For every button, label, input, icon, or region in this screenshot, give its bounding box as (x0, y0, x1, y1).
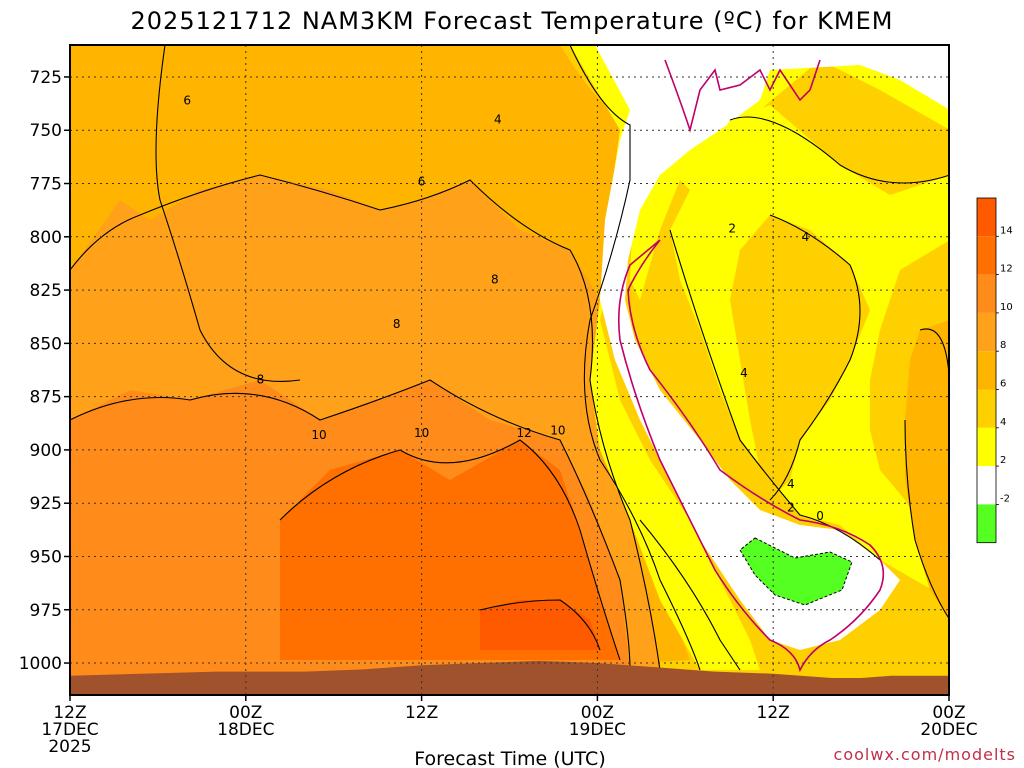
x-axis-label: Forecast Time (UTC) (414, 748, 605, 768)
colorbar-label: 12 (1000, 264, 1013, 275)
colorbar-segment (977, 389, 996, 428)
colorbar-segment (977, 466, 996, 505)
y-tick-label: 1000 (19, 654, 62, 674)
contour-lines (70, 45, 949, 671)
colorbar-label: 8 (1000, 340, 1006, 351)
x-tick-label: 18DEC (217, 720, 274, 740)
x-tick-label: 2025 (48, 737, 91, 757)
x-tick-label: 00Z (932, 703, 965, 723)
contour-label: 2 (787, 500, 795, 514)
x-tick-label: 19DEC (569, 720, 626, 740)
plot-area (70, 45, 949, 695)
x-tick-label: 00Z (229, 703, 262, 723)
band-14 (480, 600, 600, 650)
colorbar-segment (977, 427, 996, 467)
gridlines (70, 45, 949, 695)
y-tick-label: 825 (30, 281, 62, 301)
y-tick-label: 725 (30, 68, 62, 88)
x-tick-label: 12Z (757, 703, 790, 723)
x-tick-label: 12Z (405, 703, 438, 723)
colorbar-segment (977, 504, 996, 543)
colorbar-frame (976, 197, 997, 544)
x-tick-label: 17DEC (41, 720, 98, 740)
colorbar-segment (977, 312, 996, 352)
contour-label: 10 (414, 426, 429, 440)
colorbar-label: 10 (1000, 302, 1013, 313)
y-tick-label: 850 (30, 334, 62, 354)
band-6-east (905, 320, 949, 619)
colorbar-label: 4 (1000, 417, 1006, 428)
colorbar-label: 14 (1000, 225, 1013, 236)
chart-title: 2025121712 NAM3KM Forecast Temperature (… (131, 7, 894, 35)
contour-label: 8 (257, 373, 265, 387)
contour-labels: 6 4 6 8 8 8 10 10 12 10 2 4 4 4 2 0 (183, 93, 824, 523)
y-tick-label: 900 (30, 441, 62, 461)
y-tick-label: 775 (30, 175, 62, 195)
colorbar-label: 6 (1000, 379, 1006, 390)
band-4-east (730, 215, 870, 500)
contour-label: 12 (517, 426, 532, 440)
y-tick-label: 875 (30, 388, 62, 408)
colorbar-segment (977, 198, 996, 237)
y-axis: 725 750 775 800 825 850 875 900 925 950 975 1000 (19, 68, 70, 674)
band-neg2 (739, 537, 853, 606)
colorbar: 14 12 10 8 6 4 2 -2 (976, 197, 1013, 544)
contour-label: 4 (494, 113, 502, 127)
y-tick-label: 950 (30, 547, 62, 567)
contour-label: 0 (816, 509, 824, 523)
contour-label: 8 (491, 272, 499, 286)
contour-label: 10 (311, 428, 326, 442)
colorbar-label: 2 (1000, 455, 1006, 466)
contour-label: 8 (393, 317, 401, 331)
x-tick-label: 12Z (53, 703, 86, 723)
x-tick-label: 20DEC (920, 720, 977, 740)
y-tick-label: 750 (30, 121, 62, 141)
contour-label: 6 (418, 174, 426, 188)
contour-label: 4 (740, 366, 748, 380)
y-tick-label: 975 (30, 601, 62, 621)
x-tick-label: 00Z (581, 703, 614, 723)
y-tick-label: 800 (30, 228, 62, 248)
credit-text: coolwx.com/modelts (834, 745, 1016, 764)
contour-label: 4 (787, 477, 795, 491)
y-tick-label: 925 (30, 494, 62, 514)
contour-label: 10 (550, 424, 565, 438)
plot-frame (69, 44, 950, 696)
contour-label: 6 (183, 93, 191, 107)
band-0 (595, 45, 949, 650)
colorbar-segment (977, 274, 996, 313)
contour-label: 4 (802, 230, 810, 244)
terrain (70, 660, 949, 695)
colorbar-label: -2 (1000, 493, 1010, 504)
colorbar-segment (977, 236, 996, 275)
colorbar-segment (977, 351, 996, 390)
contour-label: 2 (728, 221, 736, 235)
